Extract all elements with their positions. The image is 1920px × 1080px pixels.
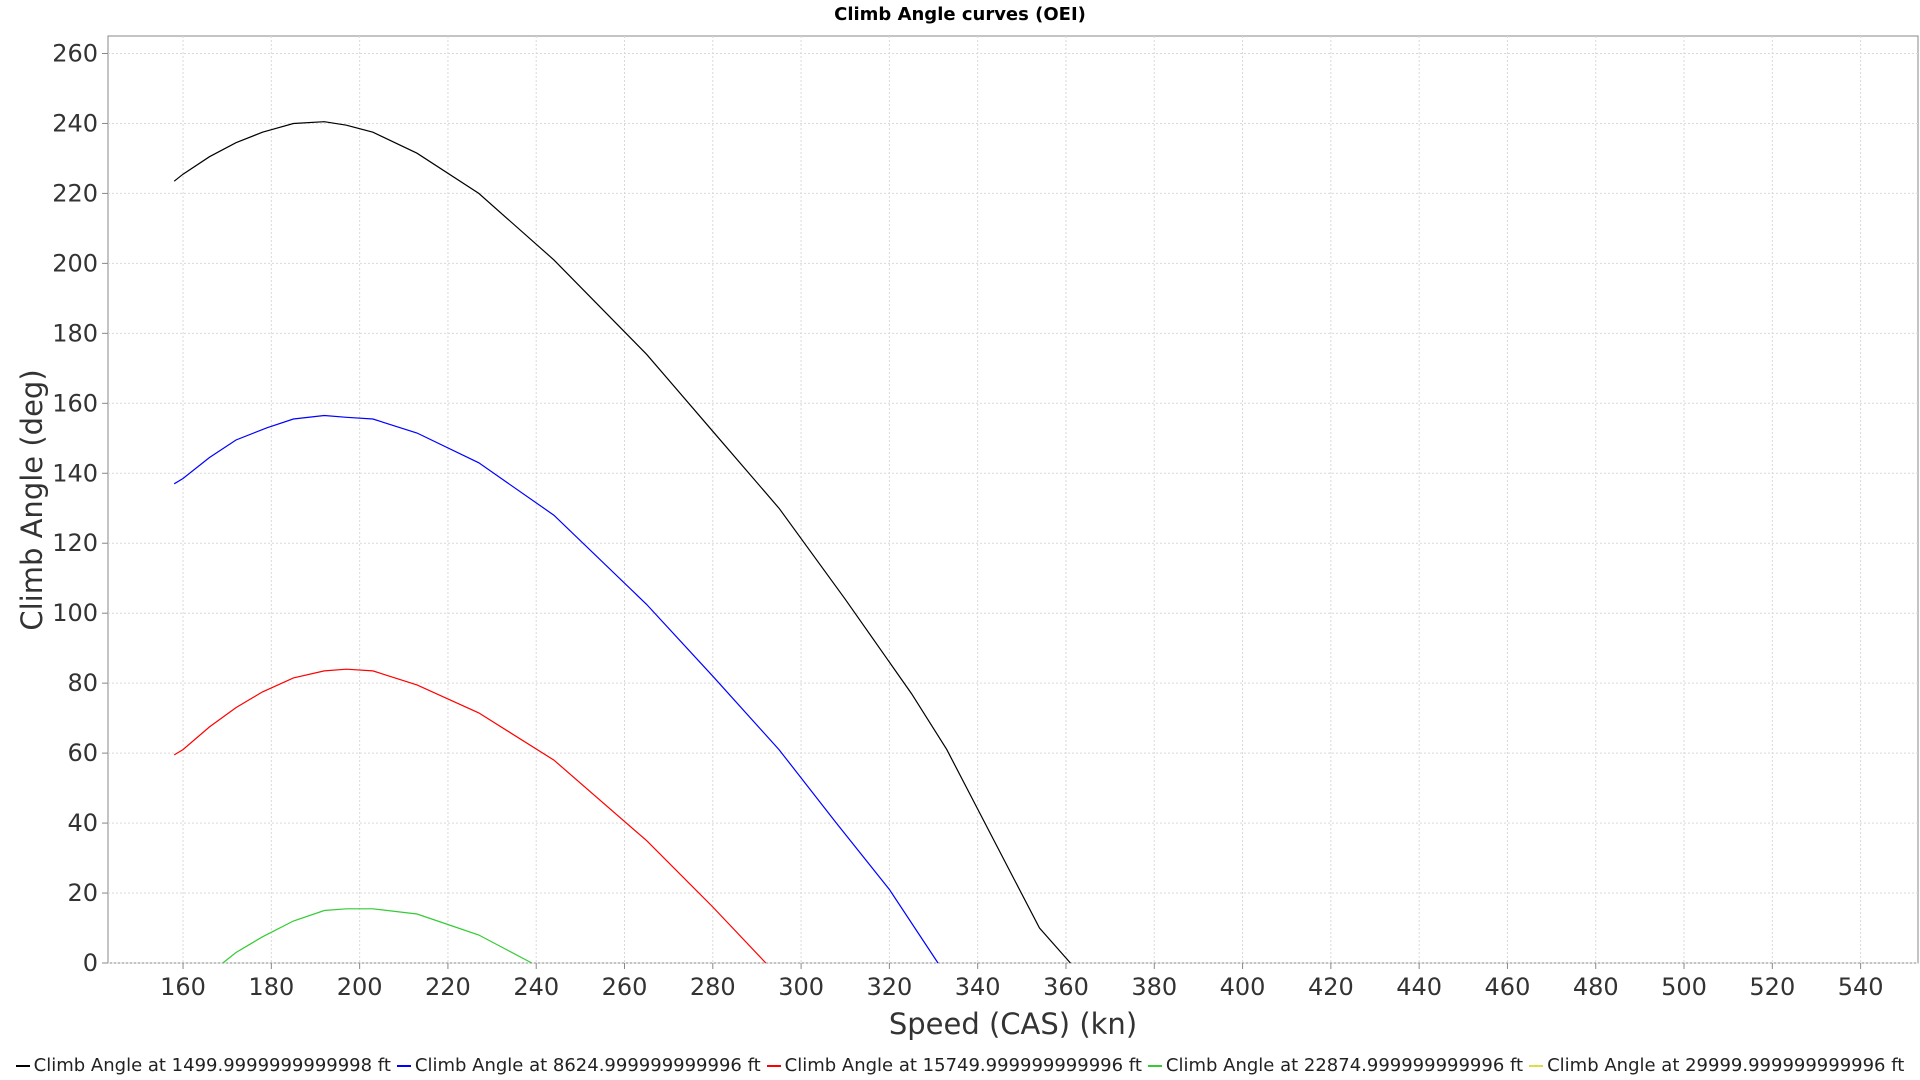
series-lines [173, 121, 1071, 964]
legend-item: Climb Angle at 15749.999999999996 ft [766, 1055, 1142, 1076]
legend-swatch [15, 1065, 30, 1067]
legend-item: Climb Angle at 1499.9999999999998 ft [15, 1055, 391, 1076]
x-tick-label: 220 [425, 973, 471, 1001]
x-tick-label: 500 [1661, 973, 1707, 1001]
x-tick-label: 160 [160, 973, 206, 1001]
legend-label: Climb Angle at 1499.9999999999998 ft [33, 1055, 391, 1076]
y-tick-label: 240 [52, 109, 98, 137]
legend-swatch [396, 1065, 411, 1067]
y-tick-label: 20 [67, 879, 98, 907]
y-tick-label: 200 [52, 249, 98, 277]
series-line-2 [173, 668, 767, 964]
y-tick-label: 60 [67, 739, 98, 767]
series-line-3 [222, 908, 533, 964]
x-tick-label: 540 [1838, 973, 1884, 1001]
y-tick-label: 140 [52, 459, 98, 487]
legend-item: Climb Angle at 8624.999999999996 ft [396, 1055, 761, 1076]
y-tick-label: 40 [67, 809, 98, 837]
x-tick-label: 180 [248, 973, 294, 1001]
legend-swatch [1529, 1065, 1544, 1067]
x-tick-label: 340 [955, 973, 1001, 1001]
y-axis-title: Climb Angle (deg) [15, 369, 49, 630]
legend-item: Climb Angle at 29999.999999999996 ft [1529, 1055, 1904, 1076]
x-tick-label: 300 [778, 973, 824, 1001]
y-tick-label: 100 [52, 599, 98, 627]
y-tick-label: 80 [67, 669, 98, 697]
axis-ticks: 160 180 200 220 240 260 280 300 320 340 360 380 400 4… [52, 39, 1883, 1001]
x-tick-label: 260 [602, 973, 648, 1001]
x-tick-label: 200 [337, 973, 383, 1001]
x-tick-label: 480 [1573, 973, 1619, 1001]
chart-title: Climb Angle curves (OEI) [834, 4, 1086, 25]
y-tick-label: 0 [83, 949, 98, 977]
y-tick-label: 260 [52, 39, 98, 67]
legend-swatch [766, 1065, 781, 1067]
y-tick-label: 180 [52, 319, 98, 347]
y-tick-label: 220 [52, 179, 98, 207]
plot-area [107, 35, 1919, 964]
x-tick-label: 460 [1485, 973, 1531, 1001]
legend-item: Climb Angle at 22874.999999999996 ft [1147, 1055, 1524, 1076]
x-tick-label: 400 [1220, 973, 1266, 1001]
legend-label: Climb Angle at 22874.999999999996 ft [1165, 1055, 1524, 1076]
y-tick-label: 160 [52, 389, 98, 417]
series-line-0 [173, 121, 1071, 964]
series-line-1 [173, 414, 939, 964]
x-tick-label: 360 [1043, 973, 1089, 1001]
x-tick-label: 520 [1749, 973, 1795, 1001]
x-tick-label: 420 [1308, 973, 1354, 1001]
legend-swatch [1147, 1065, 1162, 1067]
legend-label: Climb Angle at 8624.999999999996 ft [414, 1055, 761, 1076]
legend: Climb Angle at 1499.9999999999998 ft Clim… [0, 1055, 1920, 1076]
x-tick-label: 280 [690, 973, 736, 1001]
legend-label: Climb Angle at 29999.999999999996 ft [1547, 1055, 1905, 1076]
legend-label: Climb Angle at 15749.999999999996 ft [784, 1055, 1142, 1076]
x-tick-label: 240 [513, 973, 559, 1001]
x-tick-label: 320 [866, 973, 912, 1001]
x-tick-label: 440 [1396, 973, 1442, 1001]
y-tick-label: 120 [52, 529, 98, 557]
x-tick-label: 380 [1131, 973, 1177, 1001]
x-axis-title: Speed (CAS) (kn) [889, 1007, 1137, 1041]
